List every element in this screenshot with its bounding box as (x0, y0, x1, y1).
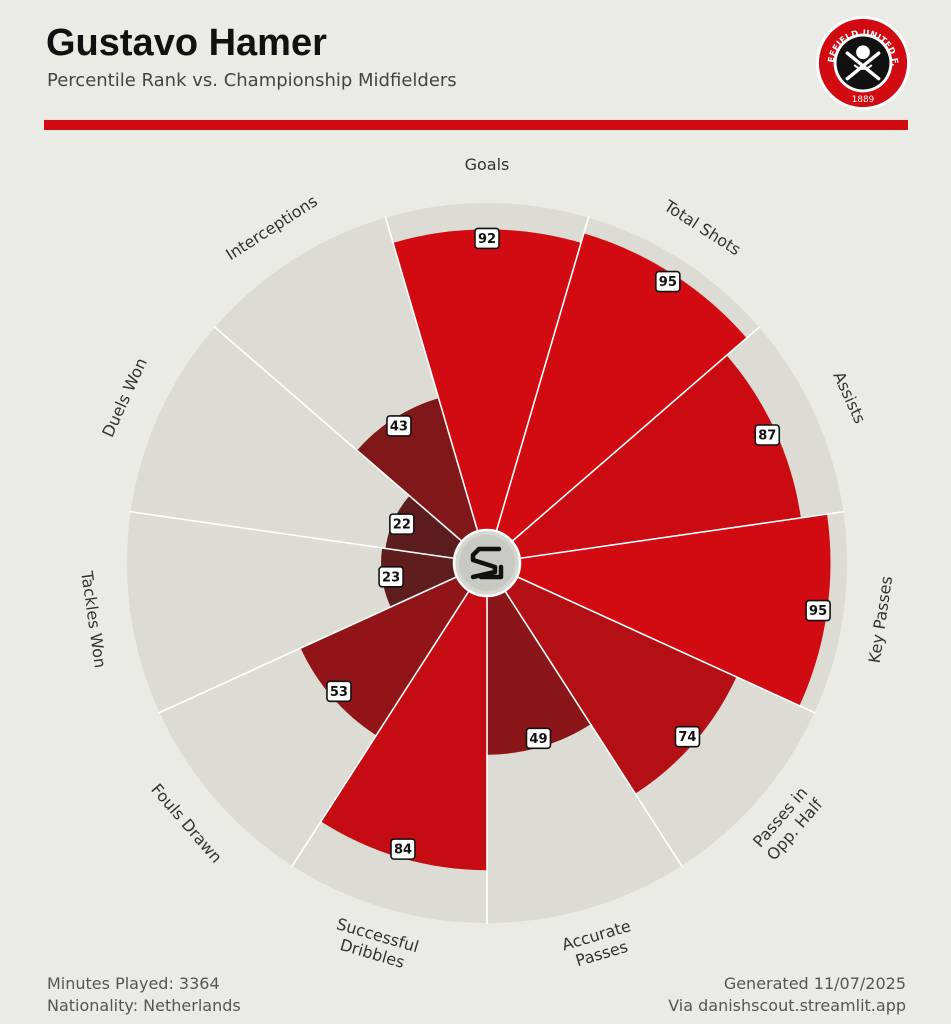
value-label: 84 (390, 838, 416, 860)
value-label: 87 (754, 424, 781, 446)
segment-divider (213, 325, 465, 544)
svg-text:23: 23 (382, 570, 400, 585)
bar-accurate-passes (487, 588, 591, 755)
club-crest-logo: SHEFFIELD UNITED F.C. 1889 (814, 14, 911, 111)
value-label: 53 (326, 680, 352, 703)
category-label: AccuratePasses (560, 916, 639, 972)
bar-successful-dribbles (320, 588, 487, 871)
bar-tackles-won (381, 547, 460, 607)
segment-divider (502, 587, 683, 868)
category-label: Tackles Won (77, 569, 110, 669)
svg-text:95: 95 (659, 275, 677, 290)
category-label: SuccessfulDribbles (329, 914, 421, 974)
svg-text:84: 84 (394, 843, 412, 858)
value-label: 74 (674, 725, 701, 748)
value-label: 43 (386, 415, 412, 437)
svg-text:74: 74 (678, 730, 696, 745)
track-segment (130, 327, 465, 559)
footer-right: Generated 11/07/2025 Via danishscout.str… (668, 973, 906, 1017)
segment-divider (494, 216, 590, 535)
crest-year: 1889 (852, 95, 874, 105)
bar-layer (300, 229, 831, 871)
value-label: 49 (525, 727, 552, 750)
value-label: 95 (805, 599, 831, 622)
generated-date: Generated 11/07/2025 (723, 974, 906, 993)
svg-text:49: 49 (529, 732, 547, 747)
segment-divider (516, 510, 845, 560)
category-label: Goals (465, 155, 510, 174)
bar-goals (393, 229, 581, 535)
svg-text:22: 22 (393, 518, 411, 533)
center-logo-icon (452, 528, 522, 598)
svg-text:95: 95 (809, 604, 827, 619)
value-label: 95 (655, 270, 681, 293)
crossed-swords-icon (845, 45, 881, 81)
bar-total-shots (495, 233, 747, 544)
category-label: Key Passes (865, 575, 896, 664)
footer-left: Minutes Played: 3364 Nationality: Nether… (47, 973, 241, 1017)
category-label: Assists (829, 368, 869, 426)
track-segment (126, 511, 460, 713)
page-title: Gustavo Hamer (46, 22, 327, 64)
svg-text:53: 53 (330, 685, 348, 700)
value-label-layer: 92 95 87 95 74 49 84 53 23 22 43 (326, 227, 831, 860)
value-label: 23 (378, 565, 404, 588)
svg-text:87: 87 (758, 429, 776, 444)
segment-divider (129, 510, 458, 560)
bar-key-passes (514, 514, 831, 706)
source-link[interactable]: Via danishscout.streamlit.app (668, 996, 906, 1015)
value-label: 92 (474, 227, 500, 250)
segment-divider (513, 574, 816, 714)
svg-text:43: 43 (390, 419, 408, 434)
bar-duels-won (385, 495, 465, 559)
svg-text:92: 92 (478, 232, 496, 247)
segment-divider (158, 574, 461, 714)
minutes-played: Minutes Played: 3364 (47, 974, 220, 993)
category-label: Duels Won (98, 355, 151, 440)
bar-assists (509, 355, 801, 559)
category-label: Total Shots (660, 196, 744, 260)
segment-divider (384, 216, 480, 535)
accent-divider (44, 120, 908, 130)
segment-divider (291, 587, 472, 868)
segment-divider (509, 325, 761, 544)
divider-layer (129, 216, 845, 924)
nationality: Nationality: Netherlands (47, 996, 241, 1015)
page-subtitle: Percentile Rank vs. Championship Midfiel… (47, 70, 457, 91)
value-label: 22 (389, 513, 415, 535)
